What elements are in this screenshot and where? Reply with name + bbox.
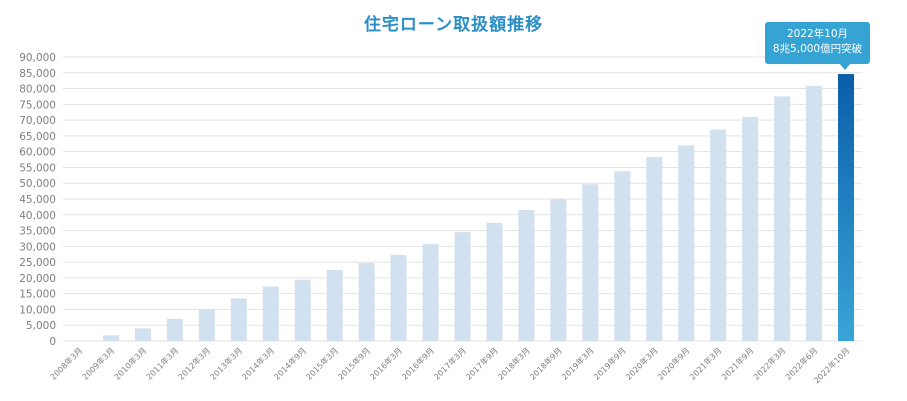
annotation-text: 8兆5,000億円突破 [772,43,863,55]
bar [646,157,663,341]
y-tick-label: 40,000 [19,210,56,222]
y-tick-label: 0 [49,336,56,348]
x-tick-label: 2019年9月 [591,345,627,381]
bar [358,263,375,341]
y-tick-label: 35,000 [19,226,56,238]
y-tick-label: 70,000 [19,115,56,127]
bar [678,145,695,341]
x-tick-label: 2015年3月 [304,345,340,381]
y-tick-label: 60,000 [19,147,56,159]
x-tick-label: 2021年9月 [719,345,755,381]
bar [262,286,279,341]
bar [486,222,503,341]
y-tick-label: 90,000 [19,52,56,64]
y-tick-label: 65,000 [19,131,56,143]
x-tick-label: 2014年3月 [240,345,276,381]
bar [326,270,343,341]
bar [390,254,407,341]
annotation-callout: 2022年10月 8兆5,000億円突破 [765,22,870,64]
bar [422,243,439,341]
x-tick-label: 2022年3月 [751,345,787,381]
x-tick-label: 2014年9月 [272,345,308,381]
x-axis-ticks: 2008年3月2009年3月2010年3月2011年3月2012年3月2013年… [48,345,851,385]
y-tick-label: 85,000 [19,68,56,80]
bars [102,74,855,341]
x-tick-label: 2013年3月 [208,345,244,381]
y-tick-label: 20,000 [19,273,56,285]
x-tick-label: 2017年3月 [432,345,468,381]
x-tick-label: 2016年9月 [400,345,436,381]
y-tick-label: 30,000 [19,241,56,253]
y-tick-label: 15,000 [19,289,56,301]
x-tick-label: 2016年3月 [368,345,404,381]
x-tick-label: 2017年9月 [463,345,499,381]
bar [294,279,311,341]
bar [166,318,183,341]
x-tick-label: 2009年3月 [80,345,116,381]
bar [774,96,791,341]
y-tick-label: 25,000 [19,257,56,269]
y-tick-label: 10,000 [19,304,56,316]
bar [806,86,823,341]
y-axis-ticks: 0 5,000 10,000 15,000 20,000 25,000 30,000 35,0… [19,52,56,348]
annotation-date: 2022年10月 [786,28,849,40]
bar [710,129,727,341]
bar [550,199,567,341]
bar [230,298,247,341]
y-tick-label: 50,000 [19,178,56,190]
y-tick-label: 55,000 [19,162,56,174]
chart-title: 住宅ローン取扱額推移 [363,15,544,35]
bar [742,116,759,341]
x-tick-label: 2018年9月 [527,345,563,381]
bar [518,210,535,341]
y-tick-label: 45,000 [19,194,56,206]
y-tick-label: 80,000 [19,84,56,96]
bar [102,335,119,341]
y-tick-label: 5,000 [26,320,56,332]
x-tick-label: 2019年3月 [559,345,595,381]
y-tick-label: 75,000 [19,99,56,111]
x-tick-label: 2015年9月 [336,345,372,381]
bar [198,309,215,341]
bar [454,232,471,341]
x-tick-label: 2018年3月 [495,345,531,381]
x-tick-label: 2020年9月 [655,345,691,381]
bar-highlighted [838,74,855,341]
bar [614,171,631,341]
x-tick-label: 2012年3月 [176,345,212,381]
bar [582,184,599,341]
bar [134,328,151,341]
x-tick-label: 2008年3月 [48,345,84,381]
x-tick-label: 2020年3月 [623,345,659,381]
x-tick-label: 2011年3月 [144,345,180,381]
x-tick-label: 2010年3月 [112,345,148,381]
annotation-pointer [839,63,851,70]
x-tick-label: 2021年3月 [687,345,723,381]
